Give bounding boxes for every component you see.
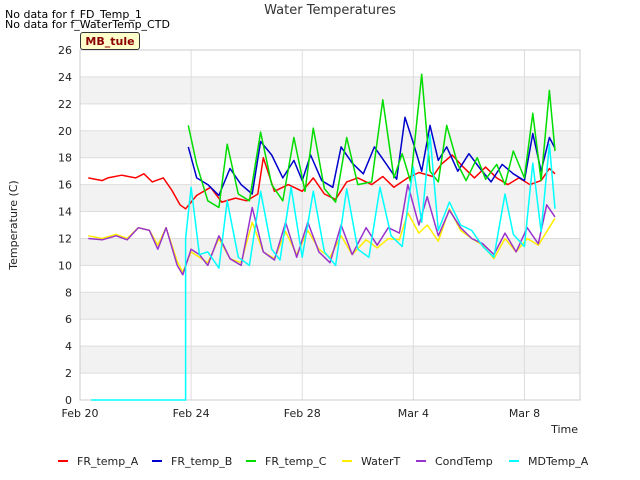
legend-label: MDTemp_A bbox=[528, 455, 589, 468]
y-axis-label: Temperature (C) bbox=[7, 180, 20, 270]
legend-label: FR_temp_A bbox=[77, 455, 139, 468]
y-tick-label: 2 bbox=[65, 367, 72, 380]
x-tick-label: Mar 8 bbox=[509, 407, 540, 420]
y-tick-label: 18 bbox=[58, 152, 72, 165]
grid-band bbox=[80, 184, 580, 212]
legend-label: FR_temp_B bbox=[171, 455, 232, 468]
grid-band bbox=[80, 346, 580, 374]
series-line-mdtemp-a bbox=[91, 134, 556, 401]
legend-label: WaterT bbox=[361, 455, 401, 468]
y-tick-label: 8 bbox=[65, 286, 72, 299]
y-tick-label: 14 bbox=[58, 206, 72, 219]
plot-frame bbox=[79, 49, 581, 401]
chart-title: Water Temperatures bbox=[264, 3, 396, 18]
x-tick-label: Mar 4 bbox=[398, 407, 429, 420]
x-tick-label: Feb 24 bbox=[173, 407, 210, 420]
legend-label: CondTemp bbox=[435, 455, 493, 468]
no-data-notice-1: No data for f_FD_Temp_1 bbox=[5, 8, 142, 21]
x-tick-label: Feb 20 bbox=[62, 407, 99, 420]
grid-band bbox=[80, 76, 580, 104]
y-tick-label: 16 bbox=[58, 179, 72, 192]
x-axis-label: Time bbox=[550, 423, 578, 436]
series-line-fr-temp-b bbox=[187, 116, 556, 197]
grid-band bbox=[80, 292, 580, 320]
site-tag-label: MB_tule bbox=[80, 32, 140, 50]
y-tick-label: 0 bbox=[65, 394, 72, 407]
series-line-fr-temp-a bbox=[88, 154, 556, 210]
y-tick-label: 10 bbox=[58, 259, 72, 272]
y-tick-label: 22 bbox=[58, 98, 72, 111]
series-line-fr-temp-c bbox=[187, 73, 556, 209]
legend-label: FR_temp_C bbox=[265, 455, 327, 468]
no-data-notice-2: No data for f_WaterTemp_CTD bbox=[5, 18, 170, 31]
grid-band bbox=[80, 130, 580, 158]
y-tick-label: 24 bbox=[58, 71, 72, 84]
y-tick-label: 4 bbox=[65, 340, 72, 353]
x-tick-label: Feb 28 bbox=[284, 407, 321, 420]
y-tick-label: 26 bbox=[58, 44, 72, 57]
y-tick-label: 6 bbox=[65, 313, 72, 326]
y-tick-label: 12 bbox=[58, 232, 72, 245]
y-tick-label: 20 bbox=[58, 125, 72, 138]
